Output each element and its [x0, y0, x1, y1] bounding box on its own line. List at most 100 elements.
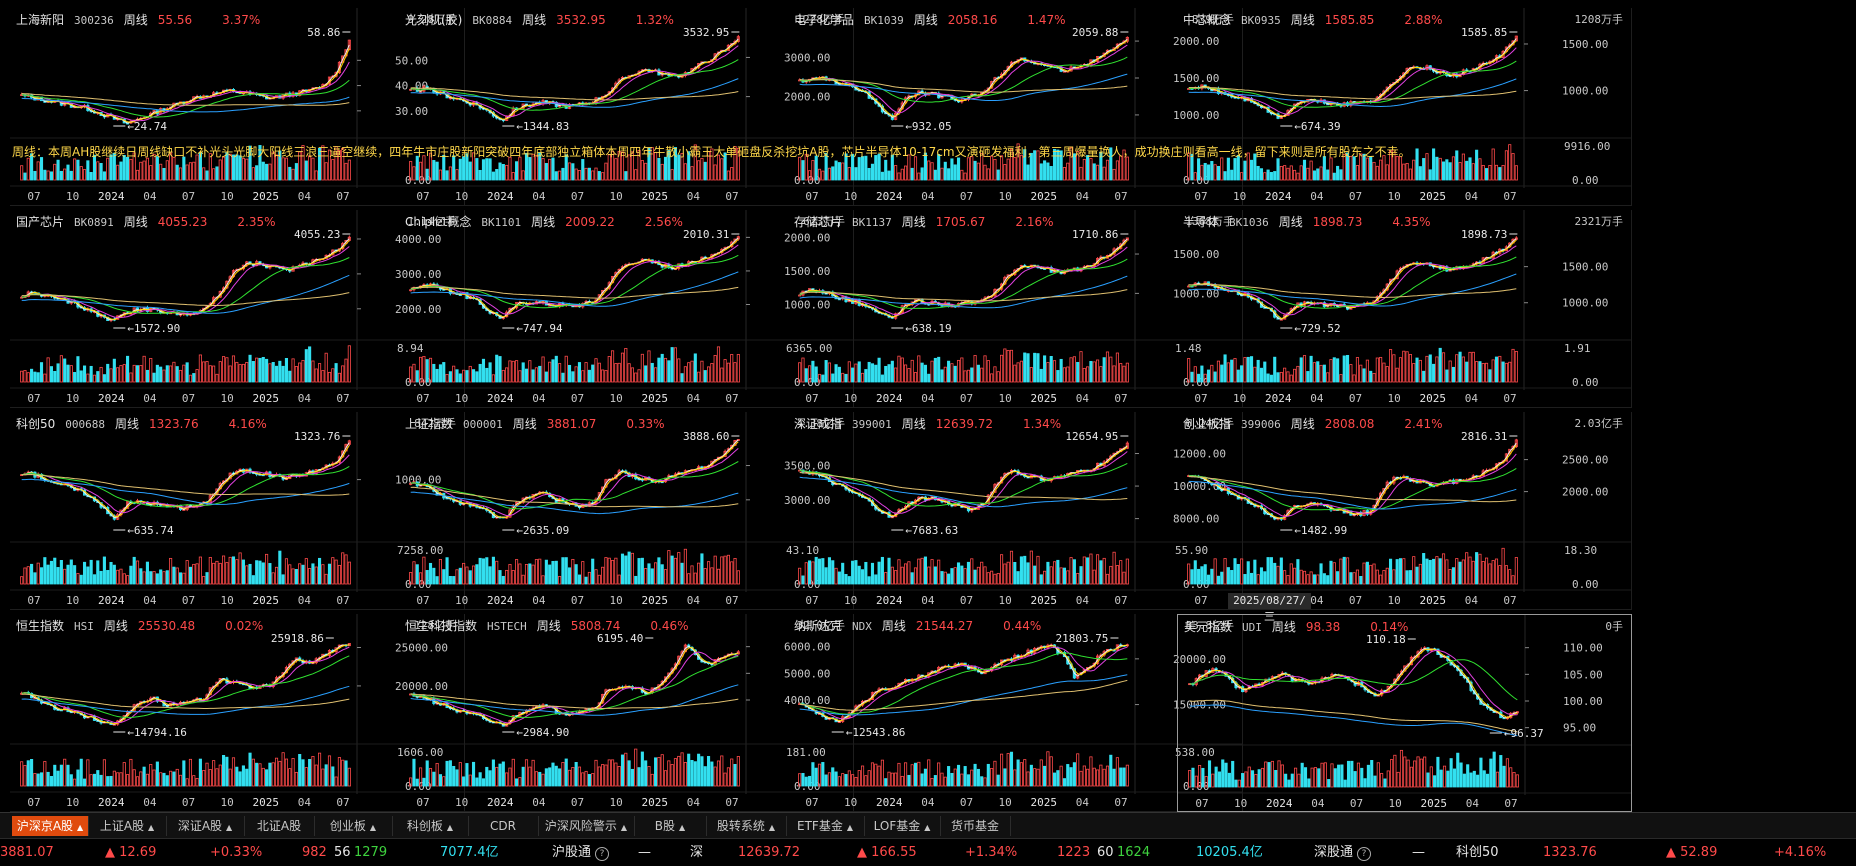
- volume-bar: [1274, 171, 1276, 180]
- volume-bar: [535, 368, 537, 382]
- volume-bar: [87, 760, 89, 786]
- y-tick-label: 1000.00: [1562, 297, 1608, 310]
- volume-bar: [116, 570, 118, 584]
- volume-bar: [904, 564, 906, 584]
- x-tick-label: 07: [416, 594, 429, 607]
- volume-bar: [459, 159, 461, 180]
- volume-bar: [1024, 760, 1026, 786]
- volume-bar: [628, 552, 630, 584]
- volume-bar: [80, 759, 82, 786]
- low-annotation: ←932.05: [905, 120, 951, 133]
- volume-bar: [1231, 360, 1233, 382]
- x-tick-label: 04: [687, 190, 701, 203]
- volume-bar: [1353, 157, 1355, 180]
- volume-bar: [1070, 768, 1072, 786]
- moving-average-line: [800, 45, 1128, 113]
- volume-bar: [173, 362, 175, 382]
- volume-bar: [1110, 566, 1112, 584]
- volume-bar: [727, 555, 729, 584]
- volume-bar: [664, 771, 666, 786]
- volume-bar: [894, 368, 896, 382]
- volume-bar: [1505, 566, 1507, 584]
- volume-bar: [130, 566, 132, 584]
- vol-max-label: 1.91: [1564, 342, 1591, 355]
- volume-bar: [256, 166, 258, 180]
- candles: [1188, 236, 1518, 382]
- volume-bar: [1515, 558, 1517, 584]
- volume-bar: [1469, 557, 1471, 584]
- x-tick-label: 07: [805, 594, 818, 607]
- x-tick-label: 07: [416, 796, 429, 809]
- volume-bar: [1340, 170, 1342, 180]
- volume-bar: [186, 165, 188, 180]
- volume-bar: [1283, 166, 1285, 180]
- volume-bar: [315, 765, 317, 786]
- volume-bar: [1040, 575, 1042, 584]
- volume-bar: [598, 767, 600, 786]
- volume-bar: [54, 164, 56, 180]
- volume-bar: [1399, 157, 1401, 180]
- volume-bar: [618, 766, 620, 786]
- volume-bar: [1482, 561, 1484, 584]
- volume-bar: [595, 359, 597, 382]
- volume-bar: [73, 566, 75, 584]
- volume-bar: [1340, 375, 1342, 382]
- volume-bar: [997, 170, 999, 180]
- volume-bar: [1466, 362, 1468, 382]
- x-tick-label: 04: [532, 190, 546, 203]
- volume-bar: [888, 772, 890, 786]
- volume-bar: [818, 764, 820, 786]
- volume-bar: [668, 361, 670, 382]
- volume-bar: [918, 173, 920, 180]
- volume-bar: [439, 170, 441, 180]
- volume-bar: [453, 366, 455, 382]
- volume-bar: [704, 371, 706, 382]
- volume-bar: [146, 562, 148, 584]
- volume-bar: [977, 163, 979, 180]
- volume-bar: [519, 157, 521, 180]
- volume-bar: [987, 573, 989, 584]
- volume-bar: [934, 567, 936, 584]
- volume-bar: [113, 771, 115, 786]
- volume-bar: [598, 171, 600, 180]
- low-annotation: ←24.74: [127, 120, 167, 133]
- low-annotation: ←7683.63: [905, 524, 958, 537]
- volume-bar: [1475, 553, 1477, 584]
- volume-bar: [904, 365, 906, 382]
- volume-bar: [1300, 570, 1302, 584]
- volume-bar: [562, 373, 564, 382]
- volume-bar: [522, 171, 524, 180]
- volume-bar: [532, 565, 534, 584]
- volume-bar: [572, 372, 574, 382]
- volume-bar: [628, 364, 630, 382]
- volume-bar: [1283, 368, 1285, 382]
- volume-bar: [1320, 365, 1322, 382]
- volume-bar: [269, 164, 271, 180]
- x-tick-label: 07: [571, 190, 584, 203]
- volume-bar: [1194, 367, 1196, 382]
- volume-bar: [1336, 572, 1338, 584]
- volume-bar: [1515, 166, 1517, 180]
- volume-bar: [166, 571, 168, 584]
- volume-bar: [419, 768, 421, 786]
- volume-bar: [957, 158, 959, 180]
- x-tick-label: 04: [298, 796, 312, 809]
- candles: [21, 236, 351, 382]
- volume-bar: [292, 758, 294, 786]
- volume-bar: [1346, 355, 1348, 382]
